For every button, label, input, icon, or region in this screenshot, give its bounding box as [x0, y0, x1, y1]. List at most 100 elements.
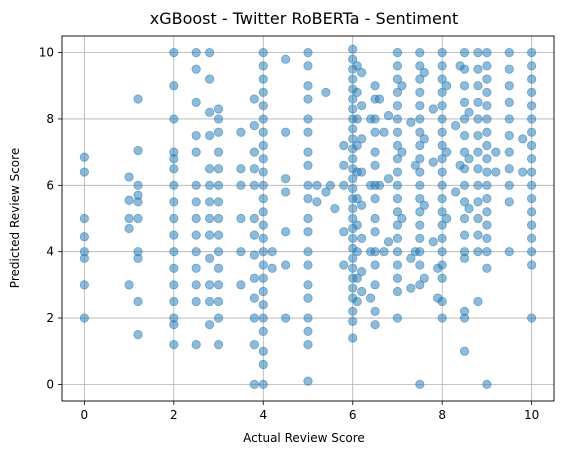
data-point [281, 260, 291, 270]
data-point [213, 213, 224, 224]
data-point [191, 197, 201, 207]
data-point [415, 280, 425, 290]
data-point [518, 134, 528, 144]
data-point [450, 187, 461, 197]
data-point [392, 273, 403, 283]
data-point [205, 47, 215, 58]
data-point [281, 54, 291, 64]
data-point [482, 233, 492, 244]
data-point [437, 87, 447, 98]
data-point [258, 167, 268, 177]
data-point [249, 313, 259, 323]
x-tick-label: 6 [349, 408, 357, 422]
data-point [437, 273, 447, 283]
data-point [79, 253, 89, 263]
data-point [303, 47, 313, 58]
data-point [79, 167, 89, 177]
data-point [191, 97, 201, 107]
data-point [303, 81, 313, 91]
data-point [392, 313, 403, 323]
data-point [79, 232, 89, 242]
data-point [191, 147, 201, 157]
data-point [482, 247, 492, 257]
data-point [370, 81, 380, 91]
data-point [370, 160, 380, 171]
data-point [312, 197, 322, 207]
data-point [124, 172, 134, 182]
data-point [459, 180, 470, 190]
data-point [370, 306, 380, 317]
data-point [352, 247, 362, 257]
data-point [527, 127, 537, 137]
data-point [473, 247, 483, 257]
data-point [352, 140, 362, 151]
data-point [442, 147, 452, 157]
data-point [459, 253, 470, 263]
data-point [419, 134, 429, 144]
data-point [518, 167, 528, 177]
data-point [352, 296, 362, 307]
data-point [281, 313, 291, 323]
data-point [325, 180, 335, 190]
data-point [370, 213, 380, 224]
data-point [249, 94, 259, 104]
data-point [133, 296, 143, 307]
data-point [406, 117, 416, 127]
data-point [370, 147, 380, 157]
data-point [348, 184, 358, 194]
data-point [473, 230, 483, 240]
data-point [267, 247, 277, 257]
data-point [415, 61, 425, 71]
data-point [419, 67, 429, 78]
data-point [464, 154, 474, 164]
data-point [392, 220, 403, 230]
data-point [392, 87, 403, 98]
data-point [392, 74, 403, 84]
data-point [339, 160, 349, 171]
data-point [124, 223, 134, 234]
data-point [303, 339, 313, 350]
data-point [415, 140, 425, 151]
data-point [473, 114, 483, 124]
data-point [213, 164, 224, 174]
data-point [459, 230, 470, 240]
data-point [459, 47, 470, 58]
data-point [366, 293, 376, 303]
data-point [213, 147, 224, 157]
data-point [415, 233, 425, 244]
data-point [258, 286, 268, 297]
data-point [370, 260, 380, 270]
data-point [303, 193, 313, 204]
data-point [303, 247, 313, 257]
data-point [213, 230, 224, 240]
data-point [473, 296, 483, 307]
data-point [258, 346, 268, 356]
data-point [213, 247, 224, 257]
data-point [437, 220, 447, 230]
data-point [213, 263, 224, 273]
data-point [348, 54, 358, 64]
data-point [258, 247, 268, 257]
data-point [169, 154, 179, 164]
data-point [249, 250, 259, 260]
data-point [169, 81, 179, 91]
data-point [527, 87, 537, 98]
data-point [191, 47, 201, 58]
data-point [527, 220, 537, 230]
data-point [169, 320, 179, 330]
data-point [258, 193, 268, 204]
data-point [374, 94, 385, 104]
data-point [527, 180, 537, 190]
data-point [249, 180, 259, 190]
data-point [258, 127, 268, 137]
data-point [482, 193, 492, 204]
data-point [357, 101, 367, 111]
data-point [459, 313, 470, 323]
data-point [415, 154, 425, 164]
data-point [415, 220, 425, 230]
data-point [169, 213, 179, 224]
data-point [352, 273, 362, 283]
data-point [236, 280, 246, 290]
data-point [249, 213, 259, 224]
data-point [459, 130, 470, 141]
